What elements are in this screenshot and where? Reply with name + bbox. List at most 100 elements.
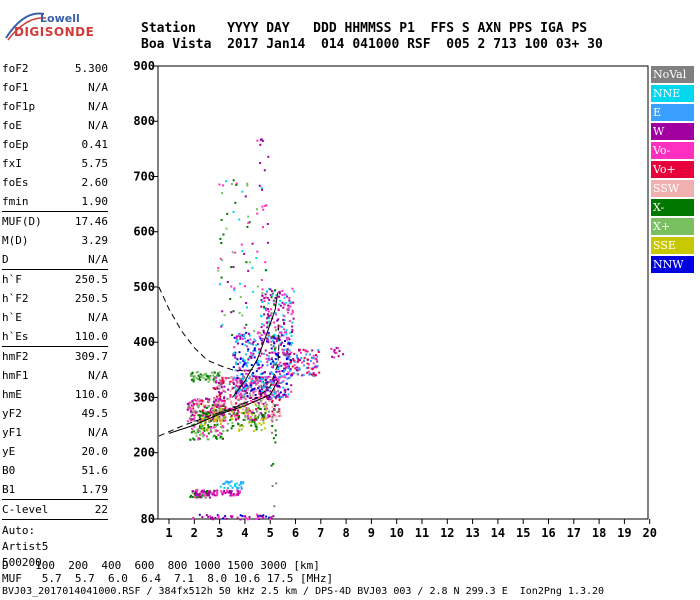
data-point (217, 434, 220, 436)
data-point (244, 285, 246, 288)
data-point (191, 411, 194, 414)
data-point (221, 387, 224, 390)
data-point (271, 376, 274, 379)
data-point (260, 386, 263, 389)
data-point (243, 382, 246, 385)
data-point (256, 343, 259, 346)
data-point (238, 332, 241, 335)
data-point (258, 422, 261, 425)
data-point (217, 266, 220, 269)
data-point (248, 341, 251, 344)
data-point (330, 348, 333, 350)
param-label: h`Es (2, 330, 29, 343)
data-point (224, 406, 227, 409)
data-point (234, 413, 237, 416)
data-point (245, 302, 248, 304)
data-point (258, 184, 261, 187)
data-point (266, 223, 269, 225)
data-point (280, 332, 283, 335)
data-point (247, 348, 250, 351)
data-point (191, 413, 194, 416)
data-point (209, 426, 212, 429)
data-point (274, 346, 277, 349)
data-point (221, 414, 224, 417)
data-point (291, 309, 294, 312)
param-value: 110.0 (74, 388, 108, 401)
data-point (213, 376, 216, 379)
data-point (244, 409, 247, 411)
data-point (214, 388, 217, 390)
data-point (263, 307, 266, 310)
data-point (256, 517, 258, 520)
data-point (291, 341, 294, 344)
data-point (283, 349, 285, 352)
data-point (235, 335, 238, 338)
data-point (262, 403, 265, 406)
param-label: C-level (2, 503, 49, 516)
data-point (221, 437, 224, 440)
data-point (309, 360, 312, 362)
data-point (260, 418, 263, 421)
param-label: MUF(D) (2, 215, 42, 228)
data-point (333, 349, 336, 351)
data-point (202, 435, 205, 438)
data-point (312, 357, 315, 360)
data-point (317, 349, 320, 351)
data-point (260, 279, 263, 281)
data-point (318, 371, 321, 374)
data-point (235, 380, 238, 383)
data-point (284, 302, 287, 304)
data-point (307, 370, 310, 373)
data-point (264, 204, 267, 207)
data-point (190, 404, 193, 407)
data-point (221, 376, 224, 379)
data-point (281, 301, 284, 304)
data-point (254, 402, 257, 404)
data-point (311, 373, 314, 376)
data-point (235, 493, 238, 496)
data-point (239, 483, 242, 485)
data-point (274, 415, 277, 418)
data-point (255, 426, 258, 429)
data-point (247, 518, 249, 521)
data-point (220, 432, 223, 435)
data-point (280, 331, 283, 334)
data-point (334, 351, 337, 354)
data-point (223, 314, 226, 317)
data-point (205, 407, 208, 409)
data-point (258, 390, 261, 392)
data-point (218, 391, 220, 394)
data-point (278, 376, 280, 379)
x-tick-label: 16 (541, 526, 555, 540)
data-point (242, 390, 245, 393)
data-point (207, 432, 210, 435)
data-point (300, 357, 303, 360)
data-point (244, 419, 247, 422)
data-point (212, 518, 215, 521)
data-point (199, 423, 202, 426)
data-point (278, 392, 281, 395)
data-point (266, 340, 268, 343)
data-point (286, 356, 289, 359)
data-point (276, 370, 279, 373)
data-point (226, 429, 229, 432)
data-point (262, 422, 265, 425)
data-point (264, 378, 267, 381)
data-point (298, 367, 301, 370)
data-point (252, 388, 255, 391)
data-point (246, 392, 248, 394)
param-value: N/A (88, 369, 108, 382)
data-point (220, 381, 223, 384)
data-point (267, 155, 270, 158)
data-point (251, 420, 254, 423)
data-point (234, 402, 237, 405)
x-tick-label: 7 (317, 526, 324, 540)
data-point (270, 397, 273, 400)
data-point (296, 356, 298, 359)
header-values: Boa Vista 2017 Jan14 014 041000 RSF 005 … (141, 37, 603, 52)
data-point (230, 403, 233, 406)
data-point (288, 302, 291, 305)
data-point (255, 257, 258, 259)
data-point (244, 411, 247, 414)
data-point (262, 226, 264, 229)
